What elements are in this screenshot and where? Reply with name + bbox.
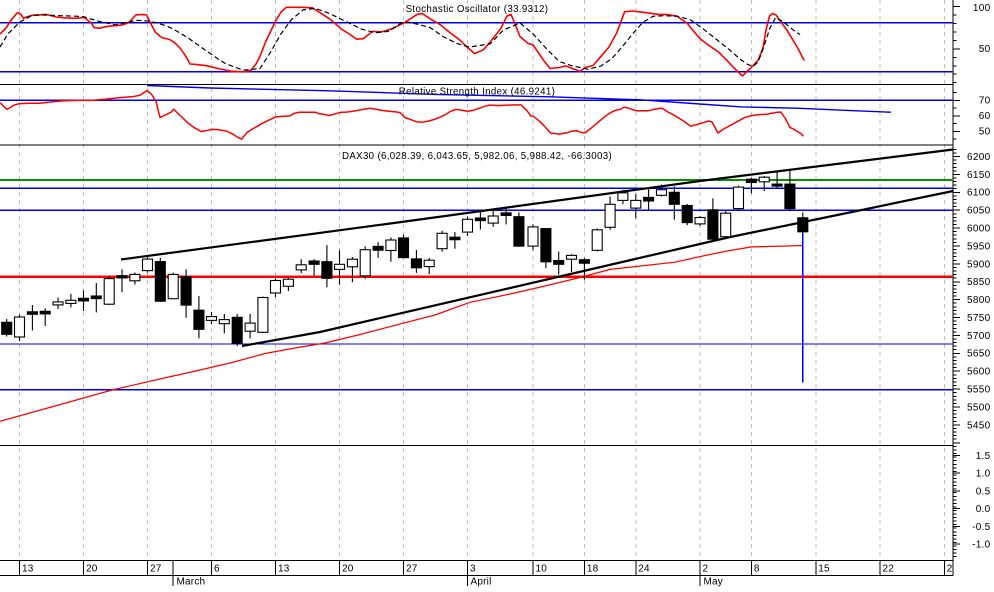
svg-text:6050: 6050: [967, 206, 991, 217]
svg-text:100: 100: [973, 3, 991, 14]
svg-text:5450: 5450: [967, 420, 991, 431]
svg-text:3: 3: [470, 564, 476, 575]
svg-text:15: 15: [818, 564, 830, 575]
svg-text:18: 18: [587, 564, 599, 575]
svg-text:5600: 5600: [967, 367, 991, 378]
svg-text:Stochastic Oscillator (33.9312: Stochastic Oscillator (33.9312): [406, 4, 549, 15]
svg-text:13: 13: [278, 564, 290, 575]
svg-text:5500: 5500: [967, 402, 991, 413]
svg-text:1.0: 1.0: [976, 469, 991, 480]
svg-text:50: 50: [979, 44, 991, 55]
svg-text:March: March: [177, 577, 206, 588]
svg-text:8: 8: [754, 564, 760, 575]
svg-text:0.5: 0.5: [976, 486, 991, 497]
svg-text:Relative Strength Index (46.92: Relative Strength Index (46.9241): [399, 87, 555, 98]
svg-text:6100: 6100: [967, 188, 991, 199]
svg-text:13: 13: [22, 564, 34, 575]
svg-text:-1.0: -1.0: [972, 540, 991, 551]
svg-text:6200: 6200: [967, 152, 991, 163]
svg-text:22: 22: [883, 564, 895, 575]
svg-text:24: 24: [638, 564, 650, 575]
svg-text:6000: 6000: [967, 224, 991, 235]
svg-text:50: 50: [979, 127, 991, 138]
svg-text:5800: 5800: [967, 295, 991, 306]
svg-text:DAX30 (6,028.39, 6,043.65, 5,9: DAX30 (6,028.39, 6,043.65, 5,982.06, 5,9…: [342, 151, 612, 162]
svg-text:20: 20: [342, 564, 354, 575]
svg-text:6: 6: [214, 564, 220, 575]
svg-text:5550: 5550: [967, 385, 991, 396]
svg-text:April: April: [471, 577, 492, 588]
svg-text:2: 2: [947, 564, 953, 575]
svg-text:5700: 5700: [967, 331, 991, 342]
svg-text:2: 2: [703, 564, 709, 575]
svg-text:70: 70: [979, 96, 991, 107]
svg-text:60: 60: [979, 111, 991, 122]
svg-text:-0.5: -0.5: [972, 522, 991, 533]
svg-text:5850: 5850: [967, 277, 991, 288]
svg-text:27: 27: [406, 564, 418, 575]
svg-text:5650: 5650: [967, 349, 991, 360]
svg-text:5900: 5900: [967, 259, 991, 270]
svg-text:20: 20: [86, 564, 98, 575]
svg-text:10: 10: [536, 564, 548, 575]
svg-text:27: 27: [150, 564, 162, 575]
svg-text:0.0: 0.0: [976, 504, 991, 515]
svg-text:5750: 5750: [967, 313, 991, 324]
svg-text:6150: 6150: [967, 170, 991, 181]
svg-text:5950: 5950: [967, 241, 991, 252]
svg-text:1.5: 1.5: [976, 451, 991, 462]
svg-text:May: May: [704, 577, 724, 588]
